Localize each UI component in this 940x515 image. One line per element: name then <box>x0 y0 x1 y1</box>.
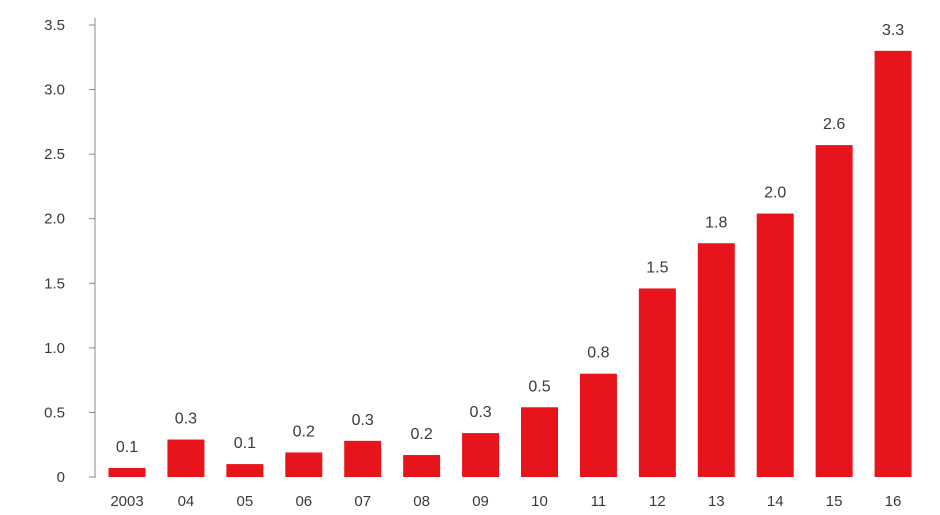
x-tick-label: 11 <box>591 493 607 510</box>
bar-value-label: 0.3 <box>469 404 491 421</box>
y-tick-label: 1.5 <box>44 275 65 292</box>
bar <box>638 288 676 477</box>
bar <box>815 145 853 478</box>
y-tick-label: 3.0 <box>44 82 65 99</box>
bar-value-label: 1.5 <box>646 259 668 276</box>
bar-value-label: 0.2 <box>411 426 433 443</box>
x-tick-label: 08 <box>413 493 430 510</box>
bar-value-label: 2.6 <box>823 116 845 133</box>
x-tick-label: 09 <box>472 493 489 510</box>
x-tick-label: 14 <box>767 493 784 510</box>
x-tick-label: 10 <box>531 493 548 510</box>
bar-value-label: 0.2 <box>293 423 315 440</box>
bar-value-label: 0.8 <box>587 345 609 362</box>
y-tick-label: 0.5 <box>44 404 65 421</box>
bar <box>462 433 500 477</box>
bar-value-label: 1.8 <box>705 214 727 231</box>
bar <box>697 243 735 477</box>
y-tick-label: 2.0 <box>44 211 65 228</box>
y-tick-label: 3.5 <box>44 17 65 34</box>
bar <box>874 50 912 477</box>
bar-value-label: 0.1 <box>234 435 256 452</box>
bar <box>756 213 794 477</box>
bar <box>167 439 205 477</box>
bars-group <box>108 50 912 478</box>
bar <box>521 407 558 477</box>
x-tick-label: 05 <box>237 493 254 510</box>
y-tick-label: 1.0 <box>44 340 65 357</box>
x-tick-label: 16 <box>885 493 902 510</box>
x-tick-label: 07 <box>354 493 371 510</box>
bar <box>226 464 264 477</box>
bar <box>344 440 382 477</box>
y-axis-ticks: 0 0.5 1.0 1.5 2.0 2.5 3.0 3.5 <box>44 17 95 486</box>
bar-value-label: 0.1 <box>116 439 138 456</box>
x-tick-label: 04 <box>178 493 195 510</box>
x-tick-label: 06 <box>295 493 312 510</box>
bar-value-label: 0.3 <box>352 412 374 429</box>
bar <box>285 452 323 477</box>
x-tick-label: 13 <box>708 493 725 510</box>
bar <box>108 467 146 477</box>
data-labels-group: 0.1 0.3 0.1 0.2 0.3 0.2 0.3 0.5 0.8 1.5 1.8 2.0 2.6 3… <box>116 22 904 456</box>
x-tick-label: 12 <box>649 493 666 510</box>
bar-value-label: 0.5 <box>528 378 550 395</box>
x-axis-ticks: 2003 04 05 06 07 08 09 10 11 12 13 14 15 16 <box>110 493 901 510</box>
bar-value-label: 3.3 <box>882 22 904 39</box>
bar <box>403 455 441 477</box>
bar <box>579 373 617 477</box>
bar-value-label: 0.3 <box>175 411 197 428</box>
x-tick-label: 15 <box>826 493 843 510</box>
y-tick-label: 0 <box>57 469 65 486</box>
x-tick-label: 2003 <box>110 493 143 510</box>
bar-value-label: 2.0 <box>764 185 786 202</box>
y-tick-label: 2.5 <box>44 146 65 163</box>
